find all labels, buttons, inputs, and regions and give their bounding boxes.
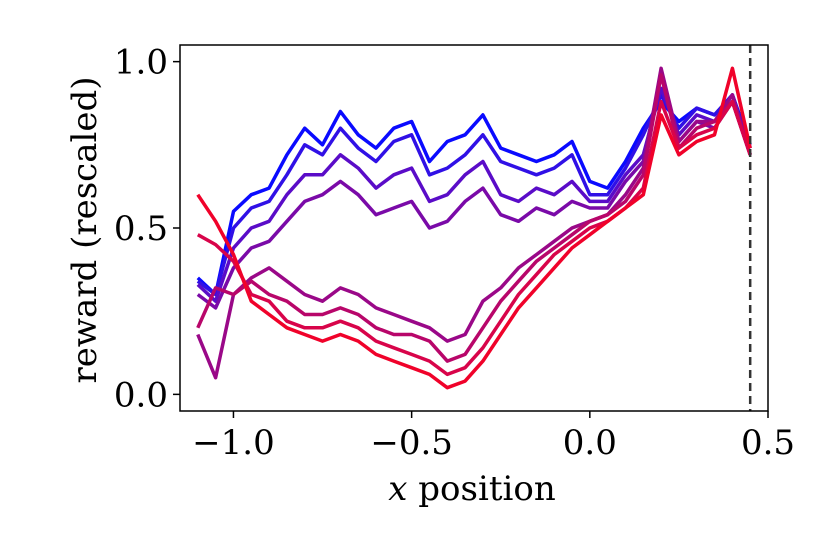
x-axis-label-variable: x bbox=[388, 469, 407, 509]
x-axis-label-text: position bbox=[407, 469, 555, 509]
x-axis-label: x position bbox=[388, 469, 555, 509]
x-tick-label: −0.5 bbox=[370, 423, 453, 463]
lines-layer bbox=[196, 66, 752, 390]
x-tick-label: 0.5 bbox=[741, 423, 795, 463]
x-axis: −1.0 −0.5 0.0 0.5 bbox=[192, 411, 795, 463]
series-line-8 bbox=[196, 66, 752, 390]
y-tick-label: 1.0 bbox=[114, 43, 168, 83]
series-line-7 bbox=[196, 99, 752, 377]
x-tick-label: 0.0 bbox=[563, 423, 617, 463]
y-axis-label: reward (rescaled) bbox=[65, 77, 105, 384]
y-tick-label: 0.0 bbox=[114, 375, 168, 415]
series-line-6 bbox=[196, 73, 752, 363]
y-axis: 0.0 0.5 1.0 bbox=[114, 43, 180, 415]
x-tick-label: −1.0 bbox=[192, 423, 275, 463]
y-tick-label: 0.5 bbox=[114, 209, 168, 249]
